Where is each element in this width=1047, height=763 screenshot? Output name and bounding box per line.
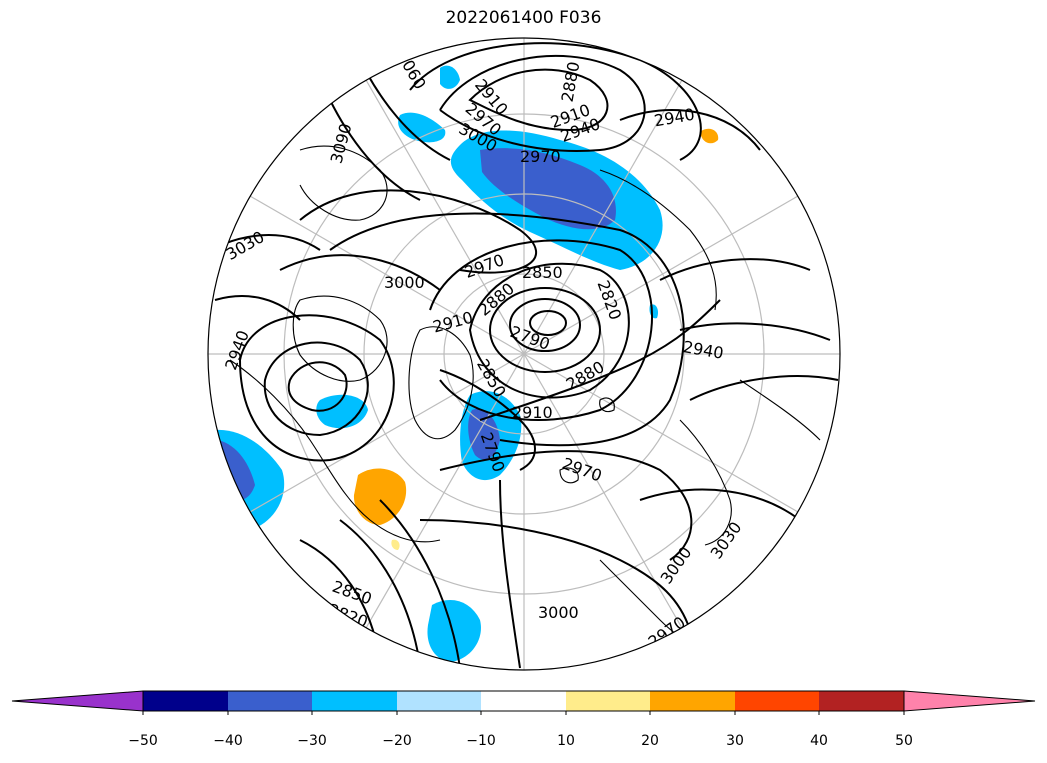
contour-south-3: [379, 499, 461, 669]
contour-south-4: [499, 479, 521, 669]
contour-east-3: [689, 375, 839, 401]
contour-3090: [329, 99, 421, 201]
coast-canada-arctic: [292, 295, 388, 382]
cold-anomaly-alaska: [398, 112, 446, 143]
cold-anomaly-greenland-core: [468, 409, 500, 460]
graticule: [208, 38, 840, 670]
warm-anomaly-small-south: [391, 539, 400, 550]
contour-2940: [329, 212, 685, 447]
colorbar-segment: [650, 691, 735, 711]
colorbar-segment: [819, 691, 904, 711]
contour-low-ring-2: [509, 298, 581, 352]
colorbar-tick-label: −50: [128, 733, 158, 749]
contour-east-2: [679, 322, 831, 341]
contour-2910: [429, 239, 654, 421]
colorbar-segment: [228, 691, 312, 711]
cold-anomaly-baffin: [316, 394, 368, 429]
contour-label: 2880: [563, 357, 608, 394]
contour-label: 2880: [558, 60, 584, 103]
contour-2940-ne: [619, 109, 761, 151]
contour-far-west: [214, 295, 301, 321]
contour-label: 2940: [221, 328, 253, 373]
contour-3000-west: [279, 254, 441, 291]
contour-label: 2910: [512, 403, 553, 422]
contour-west-low-3: [238, 314, 395, 462]
contour-2970-east: [439, 450, 693, 561]
contour-2880: [468, 262, 630, 399]
polar-stereographic-map: 3060 2910 2970 3000 2880 2910 2940 2940 …: [207, 37, 841, 671]
contour-2850-greenland: [439, 369, 536, 471]
warm-anomaly-northeast: [700, 128, 719, 144]
contour-label: 2940: [653, 105, 696, 131]
height-contours: [209, 42, 839, 669]
colorbar-segment: [143, 691, 228, 711]
contour-2970-west: [299, 189, 537, 274]
contour-north-2: [439, 54, 646, 152]
colorbar-tick-label: 40: [810, 733, 828, 749]
map-boundary: [207, 37, 841, 671]
colorbar-tick-label: 10: [557, 733, 575, 749]
cold-anomaly-south: [427, 600, 481, 662]
map-title: 2022061400 F036: [445, 8, 602, 28]
contour-labels: 3060 2910 2970 3000 2880 2910 2940 2940 …: [221, 48, 745, 652]
coast-svalbard: [599, 397, 615, 413]
contour-3000-south: [419, 519, 691, 631]
contour-label: 2970: [645, 613, 689, 652]
colorbar-tick-label: −30: [297, 733, 327, 749]
contour-south-2: [339, 519, 421, 666]
contour-north-1: [468, 68, 609, 132]
colorbar-tick-label: −10: [466, 733, 496, 749]
colorbar-tick-label: 50: [895, 733, 913, 749]
colorbar-tick-label: −40: [213, 733, 243, 749]
colorbar-segment: [735, 691, 819, 711]
colorbar-extend-high: [903, 690, 1036, 712]
contour-label: 2820: [593, 278, 625, 323]
colorbar-extend-low: [11, 690, 144, 712]
contour-east-1: [659, 258, 811, 281]
contour-label: 2970: [560, 454, 605, 486]
contour-label: 3000: [384, 273, 425, 292]
colorbar-segment: [481, 691, 566, 711]
coast-siberia: [599, 169, 717, 311]
contour-2910-east: [479, 299, 721, 421]
contour-label: 3090: [327, 121, 356, 165]
colorbar-tick-label: −20: [382, 733, 412, 749]
cold-anomaly-east-siberia: [440, 65, 460, 89]
contour-label: 2850: [522, 263, 563, 282]
contour-label: 2880: [475, 279, 518, 320]
coastlines: [229, 145, 821, 642]
warm-anomaly-labrador: [353, 468, 407, 525]
colorbar-tick-label: 30: [726, 733, 744, 749]
colorbar-tick-label: 20: [641, 733, 659, 749]
contour-west-low-2: [263, 341, 369, 437]
cold-anomaly-north-pacific-core: [480, 148, 616, 230]
coast-greenland: [408, 326, 474, 440]
contour-low-ring-3: [489, 287, 601, 373]
colorbar-segment: [397, 691, 481, 711]
contour-label: 2940: [682, 337, 725, 363]
contour-label: 2970: [520, 147, 561, 166]
coast-north-america: [229, 359, 441, 543]
colorbar-segment: [566, 691, 650, 711]
contour-label: 3030: [707, 518, 746, 562]
contour-west-low-1: [287, 361, 348, 412]
contour-low-center: [529, 310, 567, 336]
contour-label: 3000: [538, 603, 579, 622]
coast-iceland: [559, 467, 579, 484]
coast-alaska: [299, 145, 388, 221]
coast-asia-east: [739, 379, 821, 441]
colorbar: [11, 690, 1036, 715]
contour-label: 3030: [223, 227, 268, 264]
contour-3030-se: [639, 488, 801, 521]
coast-scandinavia: [679, 419, 732, 546]
colorbar-segment: [312, 691, 397, 711]
contour-label: 2910: [431, 308, 475, 337]
